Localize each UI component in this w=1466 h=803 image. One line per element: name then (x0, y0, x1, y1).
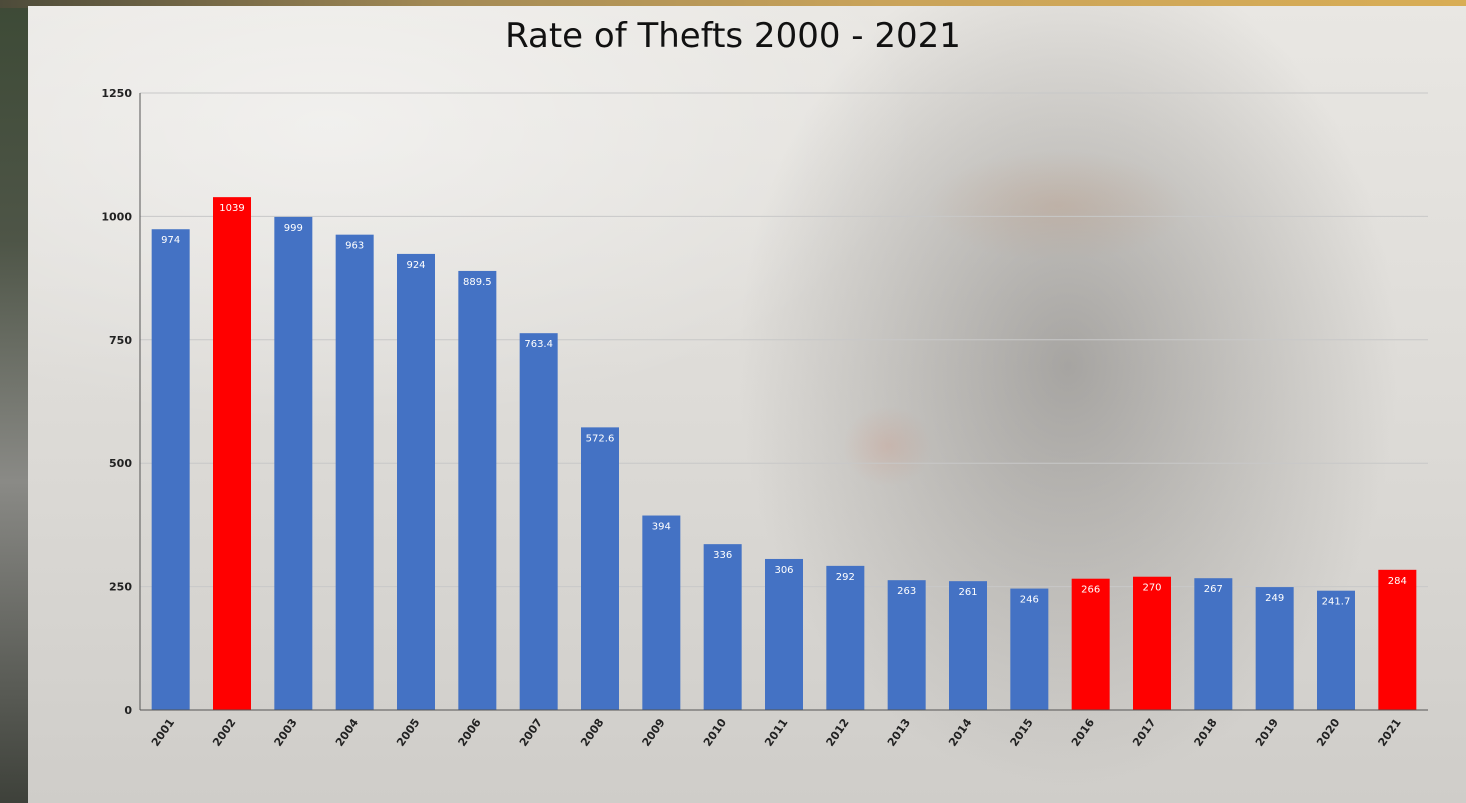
y-tick-label: 1250 (101, 87, 132, 100)
bar-2009 (642, 515, 681, 710)
y-tick-label: 1000 (101, 210, 132, 223)
bar-2017 (1133, 576, 1171, 710)
bar-2005 (397, 253, 435, 710)
x-tick-label-2005: 2005 (394, 716, 422, 749)
x-tick-label-2009: 2009 (640, 716, 668, 749)
bar-2018 (1194, 578, 1233, 710)
data-label-2019: 249 (1265, 593, 1284, 604)
data-label-2004: 963 (345, 241, 364, 252)
data-label-2017: 270 (1142, 583, 1161, 594)
y-tick-label: 250 (109, 581, 132, 594)
bar-2001 (151, 229, 190, 711)
data-label-2001: 974 (161, 235, 180, 246)
x-tick-label-2013: 2013 (885, 716, 913, 749)
data-label-2006: 889.5 (463, 277, 492, 288)
data-label-2018: 267 (1204, 584, 1223, 595)
x-tick-label-2020: 2020 (1314, 716, 1342, 749)
x-tick-label-2011: 2011 (762, 716, 790, 749)
data-label-2003: 999 (284, 223, 303, 234)
bar-2012 (826, 565, 865, 710)
data-label-2002: 1039 (219, 203, 244, 214)
x-tick-label-2001: 2001 (149, 716, 177, 749)
bar-2021 (1378, 569, 1417, 710)
y-tick-label: 750 (109, 334, 132, 347)
data-label-2016: 266 (1081, 585, 1100, 596)
bar-2014 (949, 581, 987, 710)
x-tick-label-2018: 2018 (1192, 716, 1220, 749)
bar-2004 (335, 234, 374, 710)
data-label-2020: 241.7 (1322, 597, 1351, 608)
bar-2008 (581, 427, 619, 710)
bars (151, 197, 1417, 711)
data-label-2011: 306 (774, 565, 793, 576)
x-tick-label-2012: 2012 (824, 716, 852, 749)
bar-2013 (887, 580, 926, 710)
data-label-2008: 572.6 (586, 433, 615, 444)
x-tick-label-2007: 2007 (517, 716, 545, 749)
x-tick-label-2015: 2015 (1008, 716, 1036, 749)
x-tick-label-2002: 2002 (210, 716, 238, 749)
data-label-2021: 284 (1388, 576, 1407, 587)
bar-2007 (519, 333, 558, 710)
bar-2016 (1071, 578, 1110, 710)
chart-title: Rate of Thefts 2000 - 2021 (505, 16, 961, 56)
x-axis-ticks: 2001 2002 2003 2004 2005 2006 2007 2008 2009 2010… (149, 716, 1404, 749)
bar-2020 (1317, 590, 1355, 710)
data-labels: 974 1039 999 963 924 889.5 763.4 572.6 394 336 306… (161, 203, 1407, 608)
background-photo-edge-top (0, 0, 1466, 8)
x-tick-label-2006: 2006 (456, 716, 484, 749)
background-photo-edge (0, 0, 30, 803)
data-label-2014: 261 (958, 587, 977, 598)
bar-2011 (765, 558, 803, 710)
x-tick-label-2004: 2004 (333, 716, 361, 749)
y-tick-label: 0 (124, 704, 132, 717)
bar-2002 (213, 197, 251, 710)
data-label-2012: 292 (836, 572, 855, 583)
data-label-2015: 246 (1020, 595, 1039, 606)
data-label-2009: 394 (652, 522, 671, 533)
bar-2006 (458, 270, 497, 710)
bar-2010 (703, 544, 742, 710)
data-label-2005: 924 (406, 260, 425, 271)
bar-2003 (274, 216, 313, 710)
x-tick-label-2019: 2019 (1253, 716, 1281, 749)
bar-2019 (1255, 587, 1294, 710)
x-tick-label-2010: 2010 (701, 716, 729, 749)
data-label-2013: 263 (897, 586, 916, 597)
x-tick-label-2008: 2008 (578, 716, 606, 749)
y-axis-ticks: 0 250 500 750 1000 1250 (101, 87, 132, 717)
bar-2015 (1010, 588, 1049, 710)
data-label-2007: 763.4 (524, 339, 553, 350)
x-tick-label-2021: 2021 (1376, 716, 1404, 749)
x-tick-label-2016: 2016 (1069, 716, 1097, 749)
y-tick-label: 500 (109, 457, 132, 470)
x-tick-label-2017: 2017 (1130, 716, 1158, 749)
x-tick-label-2014: 2014 (946, 716, 974, 749)
data-label-2010: 336 (713, 550, 732, 561)
x-tick-label-2003: 2003 (272, 716, 300, 749)
gridlines (140, 92, 1428, 588)
